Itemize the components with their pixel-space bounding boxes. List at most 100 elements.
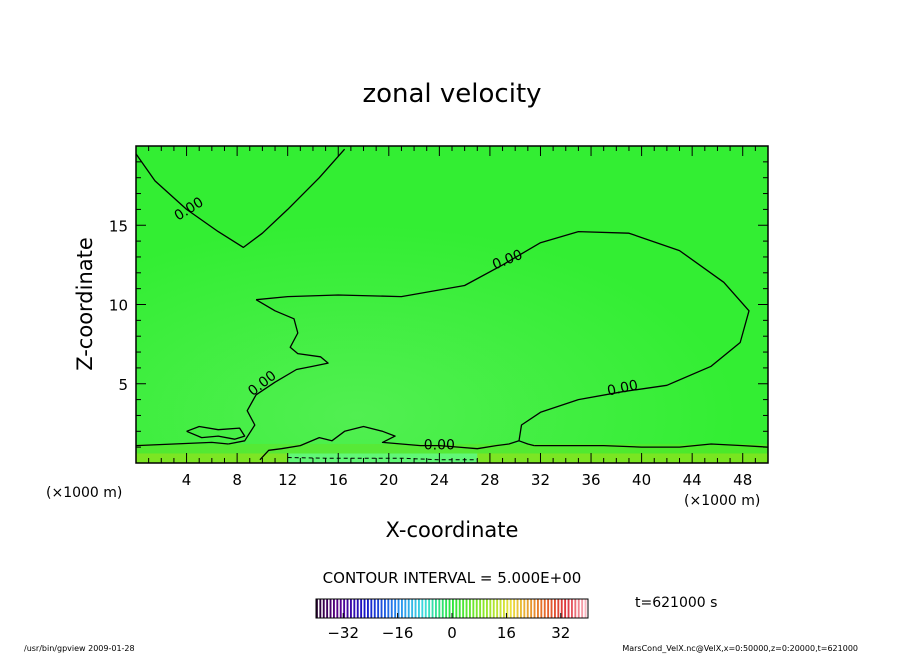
contour-line-negative — [287, 457, 478, 461]
x-tick-label: 44 — [683, 471, 702, 489]
colorbar-cell — [465, 599, 468, 618]
colorbar-cell — [584, 599, 587, 618]
contour-line-zero — [136, 441, 229, 447]
colorbar-cell — [520, 599, 522, 618]
colorbar-cell — [431, 599, 434, 618]
footer-right: MarsCond_VelX.nc@VelX,x=0:50000,z=0:2000… — [622, 644, 858, 653]
x-tick-label: 32 — [531, 471, 550, 489]
heatmap-field-glow — [136, 146, 768, 463]
colorbar-tick-label: 16 — [497, 624, 516, 642]
contour-line-zero — [259, 425, 535, 461]
colorbar-cell — [438, 599, 441, 618]
colorbar-cell — [343, 599, 346, 618]
colorbar-cell — [326, 599, 329, 618]
x-tick-label: 8 — [232, 471, 242, 489]
colorbar-cell — [469, 599, 471, 618]
colorbar-cell — [370, 599, 373, 618]
y-axis-label: Z-coordinate — [73, 237, 97, 371]
colorbar-cell — [367, 599, 369, 618]
x-tick-label: 12 — [278, 471, 297, 489]
colorbar-cell — [380, 599, 383, 618]
colorbar-cell — [418, 599, 420, 618]
contour-lines — [136, 148, 768, 461]
colorbar-cell — [537, 599, 539, 618]
colorbar-cells — [316, 599, 587, 618]
colorbar-cell — [540, 599, 543, 618]
colorbar-cell — [543, 599, 546, 618]
colorbar-cell — [533, 599, 536, 618]
colorbar-tick-label: −32 — [327, 624, 359, 642]
colorbar-cell — [547, 599, 550, 618]
colorbar-cell — [506, 599, 509, 618]
y-tick-label: 15 — [109, 217, 128, 235]
colorbar-cell — [550, 599, 553, 618]
colorbar-tick-label: 32 — [551, 624, 570, 642]
contour-label: 0.00 — [424, 438, 455, 454]
colorbar-cell — [486, 599, 488, 618]
colorbar-cell — [424, 599, 427, 618]
colorbar-cell — [513, 599, 516, 618]
colorbar-cell — [452, 599, 454, 618]
x-tick-label: 16 — [329, 471, 348, 489]
colorbar-cell — [401, 599, 403, 618]
colorbar-cell — [360, 599, 363, 618]
colorbar-cell — [384, 599, 386, 618]
colorbar-cell — [516, 599, 519, 618]
time-label: t=621000 s — [635, 595, 717, 611]
colorbar-cell — [346, 599, 349, 618]
y-tick-label: 10 — [109, 297, 128, 315]
colorbar-cell — [530, 599, 533, 618]
colorbar-cell — [356, 599, 359, 618]
x-axis-label: X-coordinate — [386, 518, 519, 542]
y-axis: 5 10 15 — [109, 145, 768, 464]
contour-interval-text: CONTOUR INTERVAL = 5.000E+00 — [323, 569, 582, 587]
colorbar: −32 −16 0 16 32 — [315, 598, 589, 642]
colorbar-cell — [322, 599, 325, 618]
colorbar-cell — [564, 599, 567, 618]
x-tick-label: 20 — [379, 471, 398, 489]
colorbar-cell — [472, 599, 475, 618]
colorbar-cell — [523, 599, 526, 618]
colorbar-cell — [567, 599, 570, 618]
x-tick-label: 36 — [581, 471, 600, 489]
colorbar-cell — [363, 599, 366, 618]
colorbar-cell — [455, 599, 458, 618]
colorbar-cell — [462, 599, 465, 618]
x-tick-label: 28 — [480, 471, 499, 489]
colorbar-cell — [526, 599, 529, 618]
x-axis-unit-left: (×1000 m) — [46, 485, 122, 501]
colorbar-cell — [557, 599, 560, 618]
colorbar-cell — [377, 599, 380, 618]
x-tick-label: 48 — [733, 471, 752, 489]
contour-line-zero — [228, 299, 329, 445]
colorbar-cell — [411, 599, 414, 618]
colorbar-tick-label: 0 — [447, 624, 457, 642]
contour-line-zero — [136, 148, 346, 249]
colorbar-cell — [390, 599, 393, 618]
colorbar-cell — [339, 599, 342, 618]
colorbar-cell — [316, 599, 318, 618]
x-axis: 4 8 12 16 20 24 28 32 36 40 44 48 — [135, 146, 769, 489]
colorbar-cell — [581, 599, 584, 618]
colorbar-cell — [435, 599, 437, 618]
x-tick-label: 40 — [632, 471, 651, 489]
x-tick-label: 4 — [182, 471, 192, 489]
colorbar-cell — [489, 599, 492, 618]
colorbar-cell — [407, 599, 410, 618]
colorbar-cell — [482, 599, 485, 618]
colorbar-cell — [394, 599, 397, 618]
colorbar-tick-label: −16 — [382, 624, 414, 642]
colorbar-cell — [560, 599, 563, 618]
colorbar-cell — [571, 599, 573, 618]
colorbar-cell — [353, 599, 356, 618]
footer-left: /usr/bin/gpview 2009-01-28 — [24, 644, 135, 653]
colorbar-cell — [421, 599, 424, 618]
colorbar-ticks: −32 −16 0 16 32 — [327, 613, 570, 642]
colorbar-cell — [373, 599, 376, 618]
colorbar-cell — [509, 599, 512, 618]
colorbar-cell — [428, 599, 431, 618]
contour-line-zero — [186, 425, 246, 440]
contour-label: 0.00 — [606, 377, 640, 399]
x-axis-unit-right: (×1000 m) — [684, 493, 760, 509]
colorbar-cell — [387, 599, 390, 618]
